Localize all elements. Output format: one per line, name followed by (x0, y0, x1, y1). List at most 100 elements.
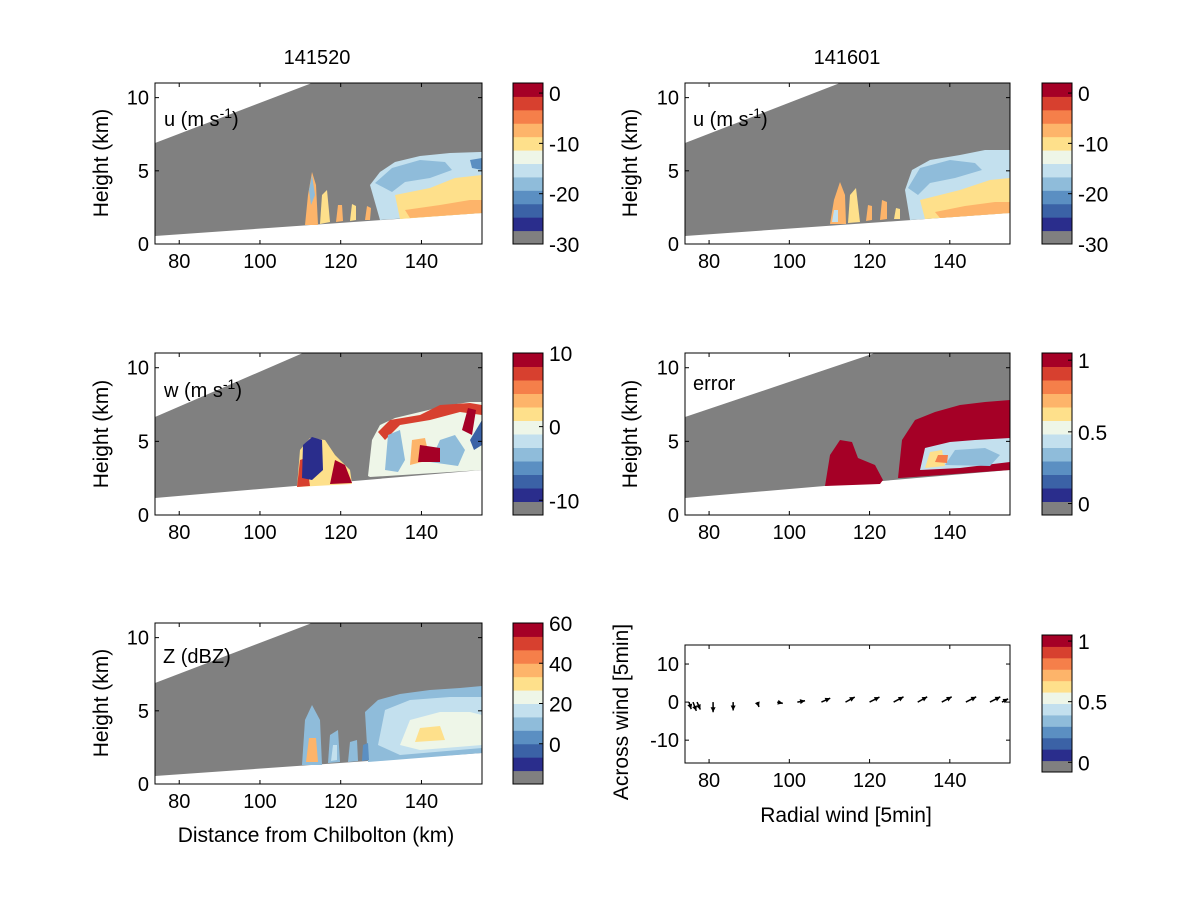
u-right-cell-5 (894, 208, 900, 219)
xlabel-z-left: Distance from Chilbolton (km) (178, 824, 455, 847)
ytick-label-Z-141520-5: 5 (138, 701, 149, 723)
ytick-label-error-141601-5: 5 (668, 431, 679, 453)
colorbar-swatch-u-141520-5 (513, 163, 543, 178)
wind-arrow-head (754, 701, 760, 707)
colorbar-swatch-u-141601-4 (1042, 176, 1072, 191)
error-right-cell-left (825, 440, 883, 486)
colorbar-swatch-w-141520-1 (513, 488, 543, 502)
xlabel-quiver: Radial wind [5min] (760, 804, 932, 827)
wind-arrow (845, 696, 856, 703)
ylabel-u-left: Height (km) (90, 109, 113, 218)
colorbar-swatch-Z-141520-1 (513, 757, 543, 772)
ytick-label-error-141601-10: 10 (657, 358, 679, 380)
wind-arrow (965, 696, 977, 703)
colorbar-swatch-w-141520-4 (513, 447, 543, 462)
colorbar-swatch-u-141520-7 (513, 136, 543, 151)
xtick-label-quiver-80: 80 (698, 770, 720, 792)
panel-error-right: error (684, 352, 1011, 516)
wind-arrow-head (777, 699, 783, 705)
colorbar-swatch-error-141601-10 (1042, 366, 1072, 381)
wind-arrow (696, 701, 702, 710)
colorbar-swatch-quiver-2 (1042, 737, 1072, 750)
xtick-label-u-141520-140: 140 (405, 251, 438, 273)
w-left-echo-red3 (378, 403, 482, 440)
wind-arrow-head (849, 697, 855, 702)
colorbar-label-u-141520--10: -10 (549, 133, 579, 156)
colorbar-swatch-u-141601-5 (1042, 163, 1072, 178)
colorbar-swatch-u-141601-7 (1042, 136, 1072, 151)
xtick-label-Z-141520-80: 80 (168, 791, 190, 813)
colorbar-swatch-u-141601-0 (1042, 230, 1072, 245)
wind-arrow-head (687, 703, 693, 710)
ytick-label-quiver--10: -10 (650, 730, 679, 752)
wind-arrow (687, 701, 693, 710)
colorbar-label-u-141601--10: -10 (1078, 133, 1108, 156)
xtick-label-u-141601-100: 100 (773, 251, 806, 273)
colorbar-swatch-quiver-7 (1042, 680, 1072, 693)
wind-arrow (797, 699, 806, 705)
colorbar-swatch-Z-141520-6 (513, 690, 543, 704)
colorbar-swatch-u-141601-8 (1042, 123, 1072, 138)
wind-arrow (821, 697, 831, 703)
ylabel-error-right: Height (km) (619, 380, 642, 489)
colorbar-swatch-u-141520-0 (513, 230, 543, 245)
z-left-cell-1b (306, 738, 318, 762)
ytick-label-u-141520-10: 10 (127, 88, 149, 110)
colorbar-swatch-quiver-5 (1042, 703, 1072, 716)
xtick-label-w-141520-100: 100 (243, 522, 276, 544)
wind-arrow (941, 696, 953, 703)
wind-arrow-head (824, 697, 831, 703)
colorbar-swatch-error-141601-7 (1042, 407, 1072, 421)
w-left-echo-red4 (418, 445, 440, 462)
u-right-axes-box (684, 82, 1011, 245)
column-title-left: 141520 (284, 47, 351, 69)
colorbar-swatch-u-141520-1 (513, 217, 543, 232)
quiver-arrows (687, 696, 1009, 713)
colorbar-swatch-u-141520-11 (513, 83, 543, 97)
w-left-plot-area (155, 353, 482, 498)
wind-arrow (917, 696, 928, 703)
ytick-label-u-141520-5: 5 (138, 161, 149, 183)
wind-arrow-head (921, 696, 928, 702)
u-right-cell-2 (848, 188, 860, 223)
colorbar-swatch-quiver-0 (1042, 760, 1072, 773)
colorbar-swatch-Z-141520-5 (513, 703, 543, 718)
ytick-label-quiver-0: 0 (668, 692, 679, 714)
u-left-cell-3 (336, 205, 343, 222)
u-left-axes-box (154, 82, 483, 245)
xtick-label-error-141601-120: 120 (853, 522, 886, 544)
panel-u-right: u (m s-1) (684, 82, 1011, 245)
colorbar-frame-u-141601 (1041, 82, 1073, 245)
xtick-label-w-141520-80: 80 (168, 522, 190, 544)
wind-arrow (869, 696, 880, 703)
xtick-label-u-141520-100: 100 (243, 251, 276, 273)
u-right-plot-area (685, 83, 1010, 236)
colorbar-swatch-u-141520-2 (513, 203, 543, 218)
colorbar-swatch-Z-141520-7 (513, 676, 543, 691)
wind-arrow-head (799, 699, 806, 705)
colorbar-swatch-u-141601-11 (1042, 83, 1072, 97)
colorbar-swatch-u-141601-9 (1042, 109, 1072, 124)
xtick-label-error-141601-100: 100 (773, 522, 806, 544)
wind-arrow-head (696, 703, 701, 710)
colorbar-label-error-141601-1: 1 (1078, 350, 1090, 373)
ytick-label-u-141601-10: 10 (657, 88, 679, 110)
ylabel-z-left: Height (km) (90, 649, 113, 758)
wind-arrow (710, 702, 716, 713)
ytick-label-error-141601-0: 0 (668, 505, 679, 527)
colorbar-swatch-u-141601-6 (1042, 150, 1072, 164)
colorbar-label-quiver-1: 1 (1078, 631, 1090, 654)
u-right-cell-1b (832, 210, 838, 222)
colorbar-swatch-w-141520-3 (513, 461, 543, 475)
xtick-label-Z-141520-140: 140 (405, 791, 438, 813)
colorbar-swatch-w-141520-9 (513, 380, 543, 394)
xtick-label-u-141520-120: 120 (324, 251, 357, 273)
colorbar-label-w-141520--10: -10 (549, 490, 579, 513)
colorbar-label-quiver-0.5: 0.5 (1078, 692, 1107, 715)
colorbar-swatch-Z-141520-4 (513, 716, 543, 731)
colorbar-frame-quiver (1041, 634, 1073, 773)
colorbar-swatch-u-141601-10 (1042, 96, 1072, 111)
xtick-label-Z-141520-120: 120 (324, 791, 357, 813)
colorbar-swatch-Z-141520-2 (513, 743, 543, 758)
